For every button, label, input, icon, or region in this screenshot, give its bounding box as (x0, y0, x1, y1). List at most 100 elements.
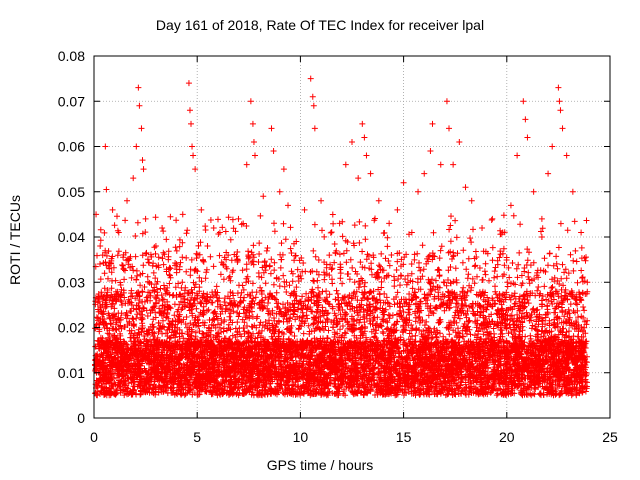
data-point (408, 229, 415, 236)
data-point (173, 261, 180, 268)
data-point (556, 98, 563, 105)
data-point (524, 134, 531, 141)
data-point (109, 206, 116, 213)
y-tick-label: 0.02 (58, 320, 85, 336)
data-point (421, 170, 428, 177)
data-point (520, 98, 527, 105)
y-tick-label: 0.08 (58, 48, 85, 64)
data-point (400, 179, 407, 186)
data-point (159, 224, 166, 231)
data-point (225, 252, 232, 259)
data-point (359, 120, 366, 127)
data-point (276, 188, 283, 195)
data-point (247, 98, 254, 105)
y-tick-label: 0.01 (58, 365, 85, 381)
data-point (326, 252, 333, 259)
y-tick-label: 0.07 (58, 93, 85, 109)
data-point (507, 202, 514, 209)
data-point (559, 125, 566, 132)
data-point (280, 166, 287, 173)
data-point (394, 206, 401, 213)
chart-title: Day 161 of 2018, Rate Of TEC Index for r… (155, 17, 485, 33)
data-point (538, 215, 545, 222)
data-point (249, 120, 256, 127)
data-point (522, 116, 529, 123)
data-point (427, 148, 434, 155)
data-point (479, 224, 486, 231)
data-point (429, 120, 436, 127)
data-point (499, 229, 506, 236)
x-tick-label: 15 (396, 429, 412, 445)
data-point (243, 161, 250, 168)
data-point (142, 215, 149, 222)
data-point (307, 75, 314, 82)
data-point (97, 243, 104, 250)
data-point (185, 80, 192, 87)
data-point (545, 170, 552, 177)
data-point (386, 220, 393, 227)
x-axis-label: GPS time / hours (266, 457, 374, 473)
data-point (179, 211, 186, 218)
data-point (102, 143, 109, 150)
data-point (450, 161, 457, 168)
data-point (268, 125, 275, 132)
data-point (530, 188, 537, 195)
data-point (549, 143, 556, 150)
data-point (349, 138, 355, 145)
data-point (555, 84, 562, 91)
data-point (103, 186, 110, 193)
data-point (250, 138, 257, 145)
y-tick-label: 0.06 (58, 139, 85, 155)
data-point (443, 98, 450, 105)
data-point (270, 148, 277, 155)
y-tick-label: 0 (77, 410, 85, 426)
data-point (285, 202, 292, 209)
data-point (130, 175, 137, 182)
y-tick-label: 0.03 (58, 274, 85, 290)
data-point (367, 170, 374, 177)
data-point (375, 197, 382, 204)
data-point (138, 125, 145, 132)
x-tick-label: 25 (602, 429, 618, 445)
data-point (437, 161, 444, 168)
data-point (136, 102, 143, 109)
data-point (563, 152, 570, 159)
data-point (584, 279, 591, 286)
data-point (186, 107, 193, 114)
dense-point-marks (92, 211, 591, 399)
data-point (336, 220, 343, 227)
dense-point-cloud (92, 211, 591, 399)
data-point (152, 243, 159, 250)
data-point (355, 175, 362, 182)
x-tick-label: 0 (90, 429, 98, 445)
data-point (309, 93, 316, 100)
data-point (140, 166, 147, 173)
data-point (446, 125, 453, 132)
y-axis-label: ROTI / TECUs (7, 195, 23, 285)
data-point (190, 152, 197, 159)
x-tick-label: 5 (193, 429, 201, 445)
data-point (135, 84, 142, 91)
data-point (514, 152, 521, 159)
x-tick-label: 20 (499, 429, 515, 445)
data-point (260, 193, 267, 200)
data-point (124, 197, 131, 204)
data-point (235, 215, 242, 222)
data-point (342, 161, 349, 168)
y-tick-label: 0.04 (58, 229, 85, 245)
data-point (301, 206, 308, 213)
data-point (133, 143, 140, 150)
data-point (318, 197, 325, 204)
data-point (462, 184, 469, 191)
x-tick-label: 10 (293, 429, 309, 445)
data-point (115, 229, 122, 236)
data-point (192, 166, 199, 173)
data-point (310, 102, 317, 109)
data-point (204, 243, 211, 250)
data-point (311, 125, 318, 132)
data-point (198, 206, 205, 213)
data-point (468, 197, 475, 204)
data-point (557, 107, 564, 114)
data-point (210, 224, 217, 231)
